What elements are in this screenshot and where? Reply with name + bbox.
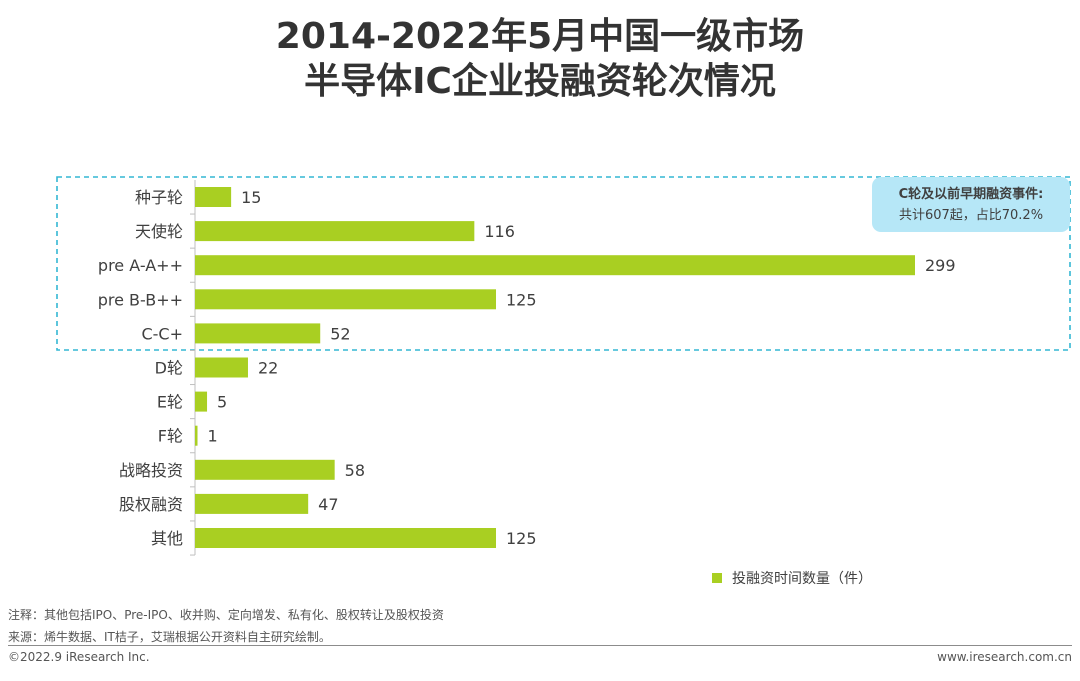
category-label: F轮 [158,427,183,446]
chart-legend: 投融资时间数量（件） [712,568,872,588]
callout-title: C轮及以前早期融资事件: [899,186,1044,202]
footer-copyright: ©2022.9 iResearch Inc. [8,650,150,664]
bar [195,493,309,514]
chart-source: 来源：烯牛数据、IT桔子，艾瑞根据公开资料自主研究绘制。 [8,630,331,644]
highlight-box [56,176,1071,351]
bar [195,357,248,378]
category-label: pre A-A++ [98,256,183,275]
bar [195,459,335,480]
bar-value-label: 22 [258,359,278,378]
bar [195,289,497,310]
bar-value-label: 58 [345,461,365,480]
callout-text: 共计607起，占比70.2% [899,208,1043,223]
category-label: 天使轮 [135,222,183,241]
footer-website: www.iresearch.com.cn [937,650,1072,664]
bar-value-label: 52 [330,324,350,343]
category-label: C-C+ [141,324,183,343]
footer-divider [8,645,1072,646]
category-label: 其他 [151,529,183,548]
callout-bubble [872,177,1070,232]
bar-value-label: 5 [217,393,227,412]
legend-label: 投融资时间数量（件） [732,571,872,587]
bar [195,255,915,276]
category-label: D轮 [155,359,183,378]
category-label: pre B-B++ [98,290,183,309]
legend-swatch [712,573,722,583]
bar-value-label: 125 [506,529,537,548]
bar-value-label: 15 [241,188,261,207]
bar-value-label: 47 [318,495,338,514]
bar [195,391,208,412]
chart-title-line-2: 半导体IC企业投融资轮次情况 [304,61,776,102]
bar-value-label: 1 [208,427,218,446]
bar [195,323,321,344]
bar [195,425,198,446]
bar [195,221,475,242]
chart-note: 注释：其他包括IPO、Pre-IPO、收并购、定向增发、私有化、股权转让及股权投… [8,608,444,622]
bar [195,528,497,548]
chart-title: 2014-2022年5月中国一级市场 半导体IC企业投融资轮次情况 [0,14,1080,104]
category-label: 战略投资 [119,461,183,480]
category-label: 股权融资 [119,495,183,514]
bar [195,187,232,207]
bar-value-label: 125 [506,290,537,309]
category-label: E轮 [157,393,183,412]
category-label: 种子轮 [135,188,183,207]
bar-value-label: 299 [925,256,956,275]
chart-title-line-1: 2014-2022年5月中国一级市场 [275,16,805,57]
bar-value-label: 116 [484,222,515,241]
